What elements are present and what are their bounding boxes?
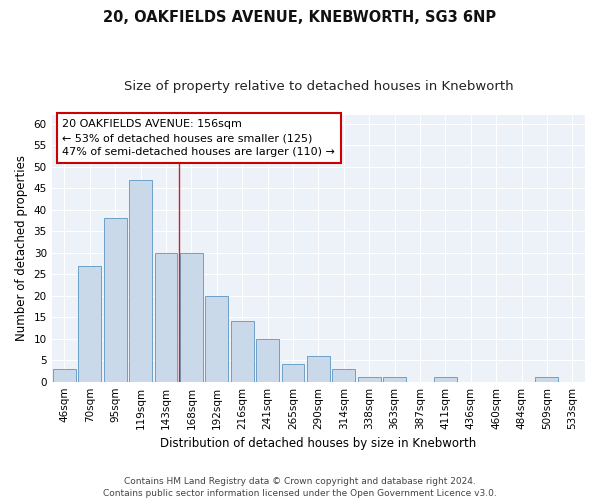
Bar — [434, 378, 457, 382]
Text: Contains HM Land Registry data © Crown copyright and database right 2024.
Contai: Contains HM Land Registry data © Crown c… — [103, 476, 497, 498]
Bar — [256, 338, 279, 382]
Bar — [129, 180, 152, 382]
Bar — [307, 356, 330, 382]
Bar — [79, 266, 101, 382]
Bar — [383, 378, 406, 382]
Text: 20 OAKFIELDS AVENUE: 156sqm
← 53% of detached houses are smaller (125)
47% of se: 20 OAKFIELDS AVENUE: 156sqm ← 53% of det… — [62, 119, 335, 157]
Title: Size of property relative to detached houses in Knebworth: Size of property relative to detached ho… — [124, 80, 513, 93]
Bar — [53, 369, 76, 382]
Bar — [332, 369, 355, 382]
Bar — [205, 296, 228, 382]
Bar — [231, 322, 254, 382]
Bar — [180, 252, 203, 382]
Bar — [358, 378, 380, 382]
Text: 20, OAKFIELDS AVENUE, KNEBWORTH, SG3 6NP: 20, OAKFIELDS AVENUE, KNEBWORTH, SG3 6NP — [103, 10, 497, 25]
Bar — [104, 218, 127, 382]
Bar — [535, 378, 559, 382]
Y-axis label: Number of detached properties: Number of detached properties — [15, 156, 28, 342]
Bar — [281, 364, 304, 382]
Bar — [155, 252, 178, 382]
X-axis label: Distribution of detached houses by size in Knebworth: Distribution of detached houses by size … — [160, 437, 476, 450]
